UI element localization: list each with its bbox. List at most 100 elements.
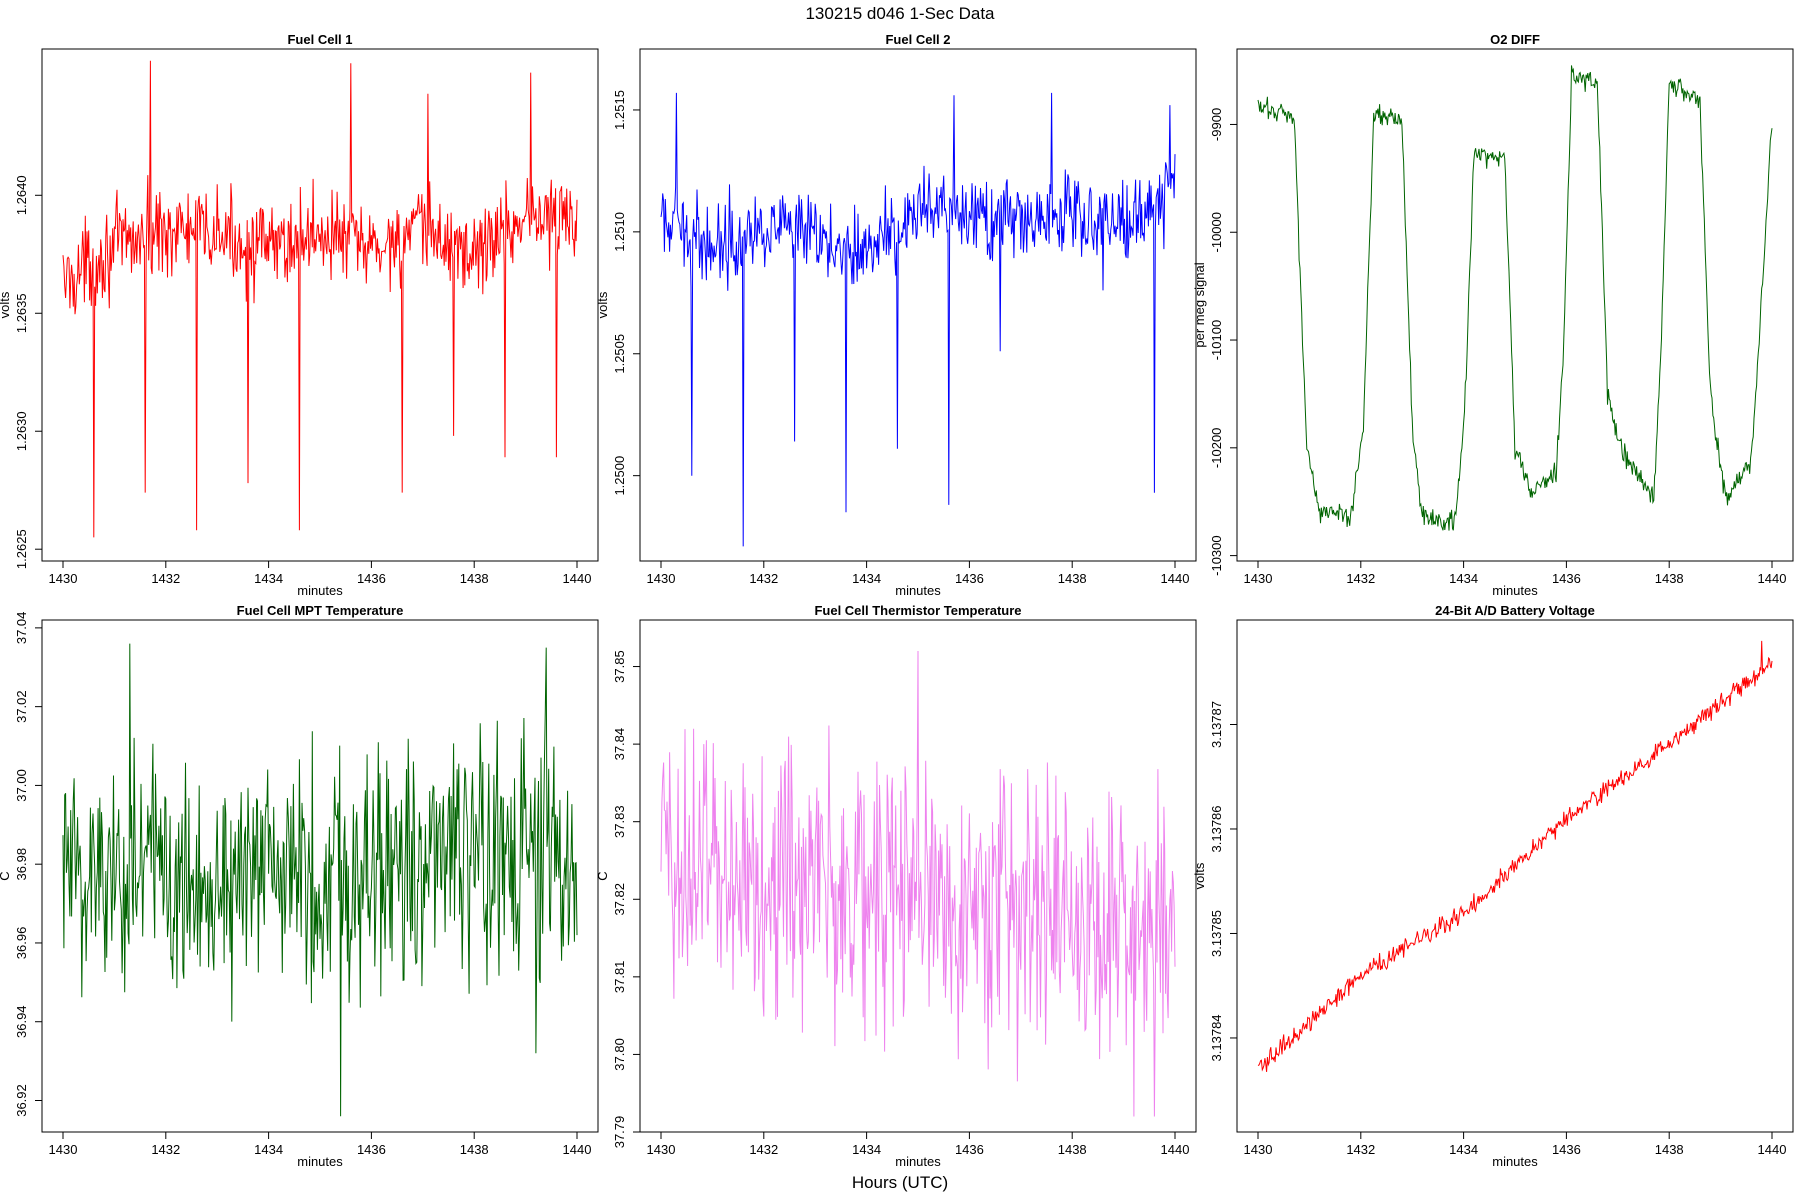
x-tick-label: 1434 [852,571,881,586]
y-tick-label: 1.2635 [14,293,29,333]
y-axis-label: volts [1192,862,1207,889]
y-axis: 36.92 36.94 36.96 36.98 37.00 37.02 37.04 [14,612,43,1117]
chart-title: Fuel Cell 1 [287,32,352,47]
x-tick-label: 1430 [49,571,78,586]
x-tick-label: 1432 [1346,571,1375,586]
y-tick-label: 37.00 [14,769,29,802]
x-tick-label: 1432 [749,571,778,586]
x-tick-label: 1434 [254,1142,283,1157]
x-tick-label: 1436 [1552,1142,1581,1157]
y-tick-label: 1.2510 [612,212,627,252]
x-tick-label: 1436 [955,1142,984,1157]
y-tick-label: 1.2640 [14,175,29,215]
chart-title: O2 DIFF [1490,32,1540,47]
x-tick-label: 1440 [1161,1142,1190,1157]
x-tick-label: 1434 [1449,571,1478,586]
x-tick-label: 1440 [1758,1142,1787,1157]
y-tick-label: 1.2515 [612,90,627,130]
x-axis-label: minutes [895,1154,941,1169]
y-tick-label: -10100 [1209,320,1224,360]
data-series-line [1257,65,1773,531]
y-tick-label: 1.2500 [612,456,627,496]
chart-panel-5: Fuel Cell Thermistor Temperature 1430 1432… [595,603,1197,1169]
y-tick-label: 3.13785 [1209,910,1224,957]
y-tick-label: 36.92 [14,1084,29,1117]
y-tick-label: 36.98 [14,848,29,881]
chart-title: Fuel Cell MPT Temperature [237,603,404,618]
data-series-line [660,92,1176,547]
x-axis: 1430 1432 1434 1436 1438 1440 [647,560,1190,586]
x-tick-label: 1430 [647,571,676,586]
x-tick-label: 1432 [151,571,180,586]
x-tick-label: 1430 [1244,571,1273,586]
data-series-line [660,650,1176,1117]
chart-panel-2: Fuel Cell 2 1430 1432 1434 1436 1438 1440 minut… [595,32,1197,598]
data-series-line [62,643,578,1117]
y-tick-label: 37.81 [612,961,627,994]
y-tick-label: 37.85 [612,650,627,683]
x-tick-label: 1438 [1058,571,1087,586]
x-axis: 1430 1432 1434 1436 1438 1440 [49,560,592,586]
x-axis-label: minutes [1492,1154,1538,1169]
y-axis: 1.2500 1.2505 1.2510 1.2515 [612,90,641,496]
y-tick-label: 3.13787 [1209,701,1224,748]
x-tick-label: 1438 [1058,1142,1087,1157]
y-tick-label: 37.83 [612,805,627,838]
x-axis: 1430 1432 1434 1436 1438 1440 [49,1131,592,1157]
x-tick-label: 1432 [749,1142,778,1157]
x-tick-label: 1434 [1449,1142,1478,1157]
x-axis-label: minutes [297,1154,343,1169]
y-tick-label: 3.13784 [1209,1014,1224,1061]
y-axis: 1.2625 1.2630 1.2635 1.2640 [14,175,43,569]
y-axis: -10300 -10200 -10100 -10000 -9900 [1209,108,1238,576]
x-axis: 1430 1432 1434 1436 1438 1440 [1244,1131,1787,1157]
x-tick-label: 1436 [1552,571,1581,586]
x-tick-label: 1432 [1346,1142,1375,1157]
x-tick-label: 1434 [254,571,283,586]
y-tick-label: 37.82 [612,883,627,916]
y-tick-label: 3.13786 [1209,805,1224,852]
y-tick-label: -10000 [1209,212,1224,252]
y-tick-label: 37.80 [612,1038,627,1071]
x-tick-label: 1434 [852,1142,881,1157]
x-tick-label: 1436 [357,1142,386,1157]
y-tick-label: -10200 [1209,428,1224,468]
y-tick-label: 36.96 [14,927,29,960]
y-tick-label: -10300 [1209,535,1224,575]
y-tick-label: 37.79 [612,1116,627,1149]
y-tick-label: 37.04 [14,612,29,645]
y-axis-label: per meg signal [1192,262,1207,347]
chart-panel-1: Fuel Cell 1 1430 1432 1434 1436 1438 1440 minut… [0,32,599,598]
data-series-line [1257,640,1773,1072]
x-tick-label: 1436 [357,571,386,586]
x-axis: 1430 1432 1434 1436 1438 1440 [647,1131,1190,1157]
figure-title: 130215 d046 1-Sec Data [805,4,995,23]
data-series-line [62,60,578,538]
figure-xlabel: Hours (UTC) [852,1173,948,1192]
x-tick-label: 1430 [49,1142,78,1157]
x-tick-label: 1436 [955,571,984,586]
chart-title: Fuel Cell 2 [885,32,950,47]
x-tick-label: 1440 [563,571,592,586]
x-tick-label: 1430 [1244,1142,1273,1157]
y-tick-label: 37.02 [14,690,29,723]
y-axis-label: C [595,871,610,880]
x-axis: 1430 1432 1434 1436 1438 1440 [1244,560,1786,586]
y-axis-label: volts [595,291,610,318]
y-tick-label: 36.94 [14,1005,29,1038]
x-axis-label: minutes [297,583,343,598]
y-tick-label: 1.2505 [612,334,627,374]
chart-title: 24-Bit A/D Battery Voltage [1435,603,1595,618]
y-tick-label: 1.2625 [14,529,29,569]
x-tick-label: 1438 [1655,1142,1684,1157]
x-tick-label: 1440 [1161,571,1190,586]
x-tick-label: 1438 [460,1142,489,1157]
y-tick-label: -9900 [1209,108,1224,141]
y-tick-label: 37.84 [612,728,627,761]
x-tick-label: 1432 [151,1142,180,1157]
x-tick-label: 1440 [563,1142,592,1157]
x-tick-label: 1430 [647,1142,676,1157]
